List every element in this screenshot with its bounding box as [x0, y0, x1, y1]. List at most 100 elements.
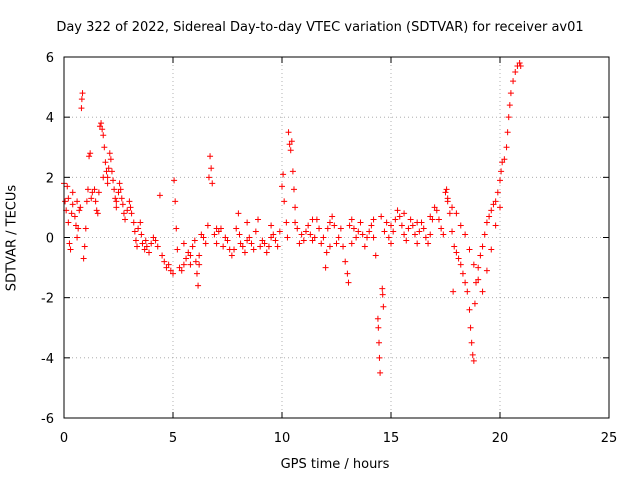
data-point — [204, 222, 211, 229]
data-point — [288, 138, 295, 145]
data-point — [488, 207, 495, 214]
data-point — [320, 234, 327, 241]
data-point — [337, 225, 344, 232]
data-point — [422, 234, 429, 241]
data-point — [89, 189, 96, 196]
data-point — [131, 228, 138, 235]
data-point — [411, 231, 418, 238]
data-point — [469, 351, 476, 358]
data-point — [329, 213, 336, 220]
y-tick-label: -2 — [41, 292, 54, 307]
data-point — [388, 222, 394, 229]
data-point — [425, 240, 432, 247]
data-point — [67, 246, 74, 253]
data-point — [438, 225, 445, 232]
data-point — [222, 234, 229, 241]
data-point — [272, 237, 279, 244]
data-point — [279, 183, 285, 190]
data-point — [209, 180, 216, 187]
data-point — [268, 234, 275, 241]
data-point — [87, 150, 94, 157]
data-point — [464, 288, 471, 295]
data-point — [198, 231, 205, 238]
data-point — [81, 243, 88, 250]
y-tick-label: 2 — [46, 171, 54, 186]
data-point — [377, 369, 384, 376]
data-point — [100, 132, 107, 139]
data-point — [235, 210, 242, 217]
data-point — [442, 189, 449, 196]
data-point — [298, 231, 305, 238]
data-point — [403, 237, 410, 244]
data-point — [459, 270, 466, 277]
data-point — [77, 204, 84, 211]
data-point — [71, 213, 78, 220]
y-tick-label: 6 — [46, 51, 54, 66]
data-point — [381, 228, 388, 235]
data-point — [76, 207, 83, 214]
data-point — [451, 243, 458, 250]
data-point — [268, 222, 275, 229]
data-point — [141, 246, 148, 253]
data-point — [490, 201, 497, 208]
data-point — [305, 222, 312, 229]
data-point — [88, 195, 95, 202]
data-point — [185, 249, 192, 256]
data-point — [283, 219, 290, 226]
data-point — [94, 210, 101, 217]
data-point — [146, 249, 153, 256]
data-point — [457, 261, 464, 268]
data-point — [503, 144, 510, 151]
data-point — [499, 159, 506, 166]
data-point — [501, 156, 508, 163]
data-point — [364, 234, 371, 241]
data-point — [446, 210, 453, 217]
data-point — [93, 207, 100, 214]
data-point — [174, 246, 181, 253]
data-point — [104, 180, 111, 187]
data-point — [440, 231, 447, 238]
data-point — [390, 228, 397, 235]
x-tick-label: 0 — [60, 431, 68, 446]
data-point — [99, 126, 106, 133]
data-point — [479, 288, 486, 295]
data-point — [326, 243, 333, 250]
data-point — [96, 123, 103, 130]
data-point — [200, 234, 207, 241]
data-point — [504, 129, 511, 136]
data-point — [488, 246, 495, 253]
data-point — [92, 198, 99, 205]
data-point — [112, 195, 119, 202]
data-point — [102, 159, 109, 166]
data-point — [187, 261, 194, 268]
data-point — [396, 213, 403, 220]
data-point — [208, 165, 215, 172]
data-point — [307, 231, 314, 238]
data-point — [228, 252, 235, 259]
data-point — [427, 213, 434, 220]
data-point — [180, 261, 187, 268]
data-point — [370, 216, 377, 223]
data-point — [427, 231, 434, 238]
data-point — [475, 276, 482, 283]
data-point — [178, 267, 185, 274]
data-point — [66, 240, 73, 247]
data-point — [466, 246, 473, 253]
x-axis-label: GPS time / hours — [280, 457, 390, 472]
data-point — [323, 249, 330, 256]
data-point — [189, 243, 196, 250]
data-point — [126, 198, 133, 205]
data-point — [497, 204, 503, 211]
data-point — [366, 228, 373, 235]
data-point — [510, 78, 517, 85]
data-point — [105, 165, 112, 172]
data-point — [316, 225, 323, 232]
data-point — [462, 279, 469, 286]
x-tick-label: 10 — [274, 431, 291, 446]
data-point — [388, 240, 394, 247]
data-point — [345, 279, 352, 286]
data-point — [69, 201, 76, 208]
data-point — [65, 195, 72, 202]
data-point — [213, 240, 220, 247]
data-point — [309, 237, 316, 244]
